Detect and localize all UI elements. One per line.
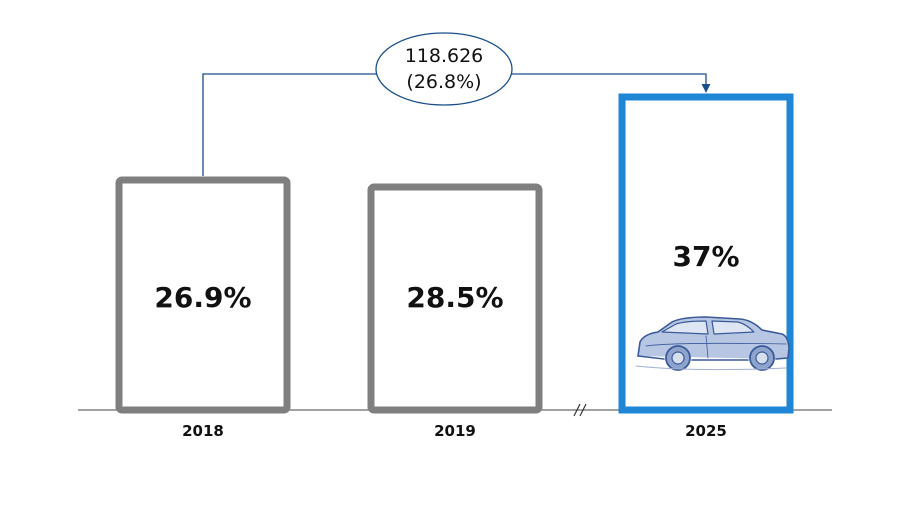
x-tick-label-2019: 2019 bbox=[434, 422, 476, 440]
change-annotation-bubble bbox=[375, 32, 513, 106]
bar-2025 bbox=[618, 93, 794, 414]
bar-value-label-2018: 26.9% bbox=[154, 281, 251, 314]
axis-break-mark bbox=[573, 403, 587, 417]
x-tick-label-2018: 2018 bbox=[182, 422, 224, 440]
bar-2018 bbox=[115, 176, 291, 414]
bar-value-label-2019: 28.5% bbox=[406, 281, 503, 314]
change-annotation-percent: (26.8%) bbox=[406, 71, 481, 93]
x-tick-label-2025: 2025 bbox=[685, 422, 727, 440]
change-annotation-value: 118.626 bbox=[405, 45, 484, 67]
bar-value-label-2025: 37% bbox=[672, 240, 739, 273]
bar-2019 bbox=[367, 183, 543, 414]
car-sketch-icon bbox=[635, 316, 790, 371]
